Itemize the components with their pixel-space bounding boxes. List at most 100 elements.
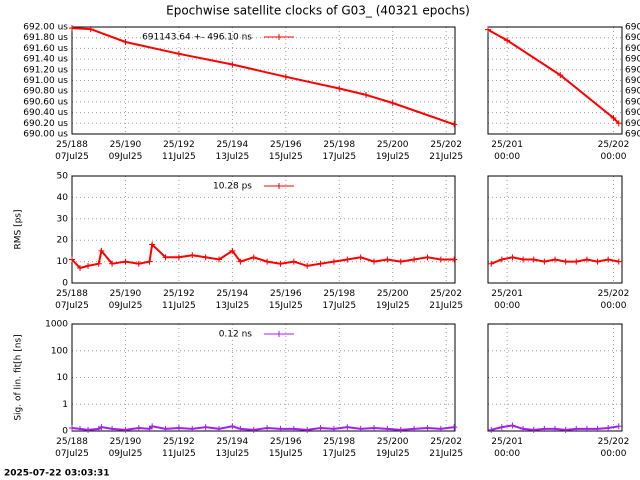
x-tick-label: 25/188 07Jul25	[55, 289, 89, 311]
point-marker	[371, 258, 378, 265]
point-marker	[202, 254, 209, 261]
x-tick-label: 25/192 11Jul25	[162, 437, 196, 459]
point-marker	[411, 256, 418, 263]
point-marker	[162, 254, 169, 261]
y-tick-label: 100	[51, 346, 68, 356]
point-marker	[135, 260, 142, 267]
point-marker	[389, 99, 396, 106]
point-marker	[610, 114, 617, 121]
point-marker	[189, 425, 196, 432]
x-tick-label: 25/190 09Jul25	[109, 289, 143, 311]
point-marker	[594, 258, 601, 265]
point-marker	[509, 422, 516, 429]
y-tick-label: 1000	[45, 320, 68, 330]
point-marker	[175, 50, 182, 57]
series-line	[71, 425, 455, 431]
y-tick-label: 50	[57, 172, 69, 182]
y-tick-label: 692.00 us	[23, 23, 68, 33]
point-marker	[77, 425, 84, 432]
point-marker	[573, 425, 580, 432]
point-marker	[605, 256, 612, 263]
point-marker	[277, 425, 284, 432]
point-marker	[98, 424, 105, 431]
point-marker	[424, 254, 431, 261]
point-marker	[437, 425, 444, 432]
point-marker	[69, 25, 75, 32]
point-marker	[411, 425, 418, 432]
x-tick-label: 25/190 09Jul25	[109, 437, 143, 459]
point-marker	[277, 260, 284, 267]
point-marker	[109, 260, 116, 267]
y-tick-label: 690.80 us	[23, 87, 68, 97]
point-marker	[237, 258, 244, 265]
x-tick-label: 25/202 21Jul25	[429, 289, 463, 311]
plot-frame	[71, 26, 456, 135]
y-tick-label: 0	[62, 427, 68, 437]
point-marker	[357, 254, 364, 261]
y-tick-label: 0	[62, 279, 68, 289]
x-tick-label: 25/202 00:00	[598, 289, 630, 311]
point-marker	[175, 254, 182, 261]
point-marker	[615, 423, 622, 430]
point-marker	[362, 91, 369, 98]
point-marker	[135, 424, 142, 431]
point-marker	[384, 425, 391, 432]
y-tick-label: 691.60 us	[23, 44, 68, 54]
y-axis-label: RMS [ps]	[14, 209, 24, 249]
point-marker	[215, 425, 222, 432]
point-marker	[317, 424, 324, 431]
point-marker	[282, 73, 289, 80]
x-tick-label: 25/200 19Jul25	[376, 140, 410, 162]
point-marker	[229, 247, 236, 254]
point-marker	[69, 256, 75, 263]
plot-frame	[71, 175, 456, 284]
point-marker	[371, 424, 378, 431]
legend-label: 691143.64 +- 496.10 ns	[142, 33, 252, 43]
point-marker	[330, 425, 337, 432]
x-tick-label: 25/201 00:00	[491, 140, 523, 162]
point-marker	[77, 265, 84, 272]
legend-marker	[276, 34, 282, 40]
y-tick-label: 691.00 us	[23, 76, 68, 86]
point-marker	[264, 258, 271, 265]
x-tick-label: 25/188 07Jul25	[55, 437, 89, 459]
x-tick-label: 25/196 15Jul25	[269, 289, 303, 311]
x-tick-label: 25/194 13Jul25	[215, 289, 249, 311]
point-marker	[344, 256, 351, 263]
point-marker	[488, 260, 495, 267]
y-tick-label: 40	[57, 193, 69, 203]
y-tick-label: 690	[625, 65, 640, 75]
y-tick-label: 690	[625, 97, 640, 107]
point-marker	[615, 120, 622, 127]
x-tick-label: 25/201 00:00	[491, 289, 523, 311]
point-marker	[357, 425, 364, 432]
y-tick-label: 690	[625, 33, 640, 43]
point-marker	[562, 258, 569, 265]
point-marker	[530, 256, 537, 263]
point-marker	[317, 260, 324, 267]
point-marker	[552, 256, 558, 263]
point-marker	[520, 425, 527, 432]
y-tick-label: 690	[625, 76, 640, 86]
y-tick-label: 690.20 us	[23, 119, 68, 129]
plot-frame	[71, 323, 456, 432]
point-marker	[541, 258, 548, 265]
legend-marker	[276, 183, 282, 189]
legend-label: 0.12 ns	[219, 330, 253, 340]
y-axis-label: Sig. of lin. fit[h [ns]	[14, 334, 24, 420]
timestamp: 2025-07-22 03:03:31	[4, 469, 109, 479]
x-tick-label: 25/192 11Jul25	[162, 140, 196, 162]
y-tick-label: 690	[625, 119, 640, 129]
point-marker	[85, 426, 92, 433]
point-marker	[87, 26, 94, 33]
point-marker	[504, 37, 511, 44]
legend-marker	[276, 331, 282, 337]
point-marker	[215, 256, 222, 263]
point-marker	[573, 258, 580, 265]
point-marker	[290, 258, 297, 265]
point-marker	[605, 424, 612, 431]
point-marker	[149, 241, 156, 248]
x-tick-label: 25/192 11Jul25	[162, 289, 196, 311]
y-tick-label: 691.20 us	[23, 65, 68, 75]
point-marker	[530, 426, 537, 433]
